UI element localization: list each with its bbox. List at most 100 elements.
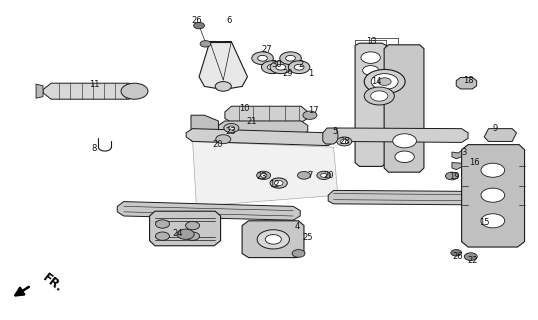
Polygon shape	[150, 211, 221, 246]
Text: 29: 29	[282, 69, 293, 78]
Circle shape	[395, 151, 414, 163]
Circle shape	[270, 178, 287, 188]
Text: 7: 7	[307, 171, 313, 180]
Circle shape	[298, 172, 310, 179]
Text: 16: 16	[469, 158, 480, 167]
Text: 2: 2	[299, 60, 304, 68]
Circle shape	[451, 250, 462, 256]
Text: 21: 21	[246, 117, 257, 126]
Circle shape	[177, 229, 194, 239]
Polygon shape	[331, 128, 468, 142]
Circle shape	[445, 172, 458, 180]
Polygon shape	[456, 77, 477, 89]
Circle shape	[464, 253, 477, 260]
Circle shape	[265, 235, 281, 244]
Polygon shape	[191, 115, 218, 141]
Circle shape	[270, 61, 292, 74]
Circle shape	[155, 220, 169, 228]
Circle shape	[303, 111, 317, 119]
Circle shape	[317, 171, 331, 180]
Circle shape	[261, 61, 283, 74]
Circle shape	[364, 87, 394, 105]
Polygon shape	[225, 106, 308, 122]
Circle shape	[224, 124, 239, 132]
Text: 5: 5	[332, 127, 337, 136]
Circle shape	[257, 171, 271, 180]
Polygon shape	[484, 129, 516, 141]
Circle shape	[252, 52, 273, 65]
Text: 15: 15	[479, 218, 490, 227]
Text: 26: 26	[191, 16, 202, 25]
Polygon shape	[242, 221, 304, 258]
Text: 1: 1	[308, 69, 314, 78]
Text: 8: 8	[91, 144, 97, 153]
Circle shape	[186, 221, 200, 230]
Circle shape	[288, 61, 310, 74]
Circle shape	[267, 64, 277, 70]
Circle shape	[321, 173, 327, 177]
Circle shape	[257, 230, 289, 249]
Text: 28: 28	[339, 137, 350, 146]
Text: FR.: FR.	[40, 271, 66, 295]
Circle shape	[292, 250, 305, 257]
Circle shape	[155, 232, 169, 240]
Polygon shape	[462, 145, 525, 247]
Text: 23: 23	[257, 172, 267, 180]
Circle shape	[337, 137, 352, 146]
Text: 30: 30	[272, 60, 282, 68]
Polygon shape	[117, 202, 300, 220]
Polygon shape	[43, 83, 137, 99]
Circle shape	[215, 82, 231, 91]
Circle shape	[228, 126, 235, 130]
Polygon shape	[218, 121, 308, 135]
Circle shape	[121, 83, 148, 99]
Circle shape	[364, 69, 405, 94]
Circle shape	[216, 135, 231, 144]
Text: 24: 24	[172, 229, 183, 238]
Polygon shape	[328, 190, 472, 205]
Polygon shape	[186, 129, 335, 146]
Circle shape	[363, 66, 379, 75]
Circle shape	[286, 55, 295, 61]
Text: 11: 11	[89, 80, 100, 89]
Polygon shape	[193, 141, 338, 206]
Circle shape	[371, 91, 388, 101]
Text: 14: 14	[371, 77, 382, 86]
Text: 26: 26	[452, 252, 463, 261]
Circle shape	[274, 180, 283, 186]
Circle shape	[186, 232, 200, 240]
Circle shape	[481, 188, 505, 202]
Text: 23: 23	[225, 127, 236, 136]
Circle shape	[481, 214, 505, 228]
Polygon shape	[452, 163, 462, 170]
Polygon shape	[199, 42, 247, 90]
Polygon shape	[384, 45, 424, 172]
Text: 9: 9	[492, 124, 498, 132]
Text: 3: 3	[461, 148, 466, 157]
Circle shape	[276, 64, 286, 70]
Circle shape	[378, 78, 391, 85]
Text: 25: 25	[302, 233, 313, 242]
Text: 20: 20	[213, 140, 223, 149]
Text: 4: 4	[295, 222, 300, 231]
Circle shape	[258, 55, 267, 61]
Circle shape	[194, 22, 204, 29]
Text: 13: 13	[366, 37, 377, 46]
Circle shape	[371, 74, 398, 90]
Polygon shape	[355, 43, 386, 166]
Text: 12: 12	[269, 180, 280, 189]
Circle shape	[200, 41, 211, 47]
Circle shape	[393, 134, 416, 148]
Text: 10: 10	[239, 104, 250, 113]
Text: 18: 18	[463, 76, 473, 85]
Text: 19: 19	[449, 172, 460, 181]
Circle shape	[341, 139, 348, 144]
Text: 27: 27	[261, 45, 272, 54]
Circle shape	[481, 163, 505, 177]
Circle shape	[361, 52, 380, 63]
Circle shape	[260, 173, 267, 177]
Text: 17: 17	[308, 106, 318, 115]
Circle shape	[280, 52, 301, 65]
Text: 6: 6	[226, 16, 231, 25]
Polygon shape	[323, 128, 338, 144]
